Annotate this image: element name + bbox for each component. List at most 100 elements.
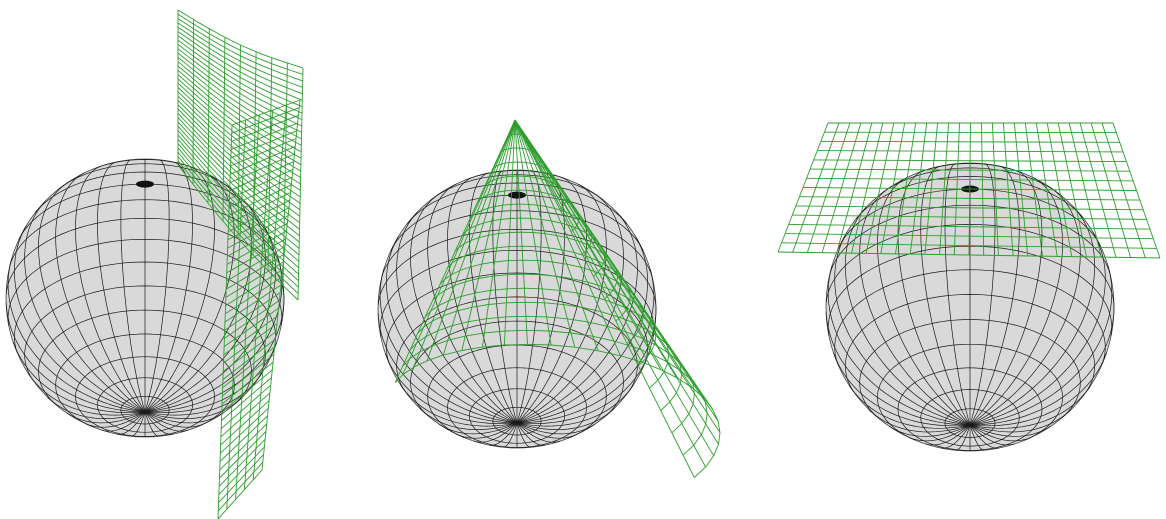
plane-grid-column — [981, 122, 985, 256]
plane-grid-column — [939, 122, 950, 255]
cylinder-grid-column — [267, 57, 273, 271]
globe-meridian-line — [969, 385, 1091, 429]
globe-meridian-line — [849, 385, 971, 429]
globe-meridian-line — [117, 411, 146, 435]
globe-meridian-line — [473, 422, 518, 443]
globe-meridian-line — [144, 161, 193, 413]
plane-grid-column — [1090, 122, 1132, 258]
cylinder-grid-row — [223, 330, 277, 372]
panel-conic-projection — [377, 119, 721, 478]
globe-meridian-line — [427, 183, 518, 424]
cylinder-grid-column — [207, 28, 210, 204]
globe-meridian-line — [859, 189, 971, 426]
cylinder-grid-row — [229, 153, 295, 183]
plane-grid-column — [806, 122, 851, 253]
cone-ring-line — [507, 133, 529, 143]
cone-ring-line — [492, 161, 554, 188]
cylinder-grid-row — [230, 145, 296, 175]
globe-meridian-line — [516, 195, 624, 424]
globe-meridian-line — [516, 407, 615, 430]
globe-sphere — [377, 169, 657, 449]
cylinder-grid-column — [243, 109, 274, 490]
cylinder-grid-row — [231, 107, 300, 134]
globe-meridian-line — [144, 373, 262, 416]
globe-meridian-line — [969, 409, 1072, 433]
plane-grid-column — [953, 122, 960, 255]
globe-meridian-line — [941, 424, 971, 449]
globe-meridian-line — [144, 166, 215, 413]
plane-grid-column — [1112, 122, 1161, 259]
globe-meridian-line — [492, 170, 518, 423]
plane-grid-column — [792, 122, 840, 253]
plane-grid-column — [836, 122, 873, 254]
globe-meridian-line — [969, 352, 1107, 427]
cylinder-grid-row — [217, 461, 264, 512]
plane-grid-column — [1057, 122, 1087, 257]
globe-meridian-line — [516, 268, 655, 424]
plane-grid-column — [1046, 122, 1073, 257]
globe-meridian-line — [396, 212, 518, 424]
cylinder-grid-row — [230, 138, 297, 167]
cylinder-grid-row — [229, 161, 294, 192]
cylinder-grid-row — [225, 276, 283, 315]
cylinder-grid-row — [224, 300, 280, 339]
globe-meridian-line — [75, 166, 146, 413]
globe-meridian-line — [516, 183, 607, 424]
globe-meridian-line — [131, 411, 146, 437]
cylinder-grid-column — [235, 114, 260, 500]
globe-meridian-line — [458, 422, 518, 439]
globe-meridian-line — [5, 302, 146, 413]
plane-grid-column — [1101, 122, 1146, 258]
globe-parallel-line — [825, 224, 1115, 308]
cylinder-grid-row — [221, 369, 273, 413]
globe-meridian-line — [516, 353, 650, 425]
cylinder-grid-column — [282, 62, 288, 286]
globe-meridian-line — [86, 411, 146, 428]
globe-meridian-line — [969, 424, 1015, 446]
cylinder-grid-column — [192, 19, 195, 185]
cone-ring-line — [439, 259, 644, 344]
cone-ring-line — [409, 315, 695, 434]
globe-meridian-line — [834, 231, 971, 426]
globe-meridian-line — [969, 424, 999, 449]
cylinder-grid-row — [221, 377, 272, 421]
cylinder-grid-row — [225, 261, 284, 298]
plane-grid-column — [865, 122, 895, 254]
globe-meridian-line — [469, 172, 518, 424]
globe-meridian-line — [503, 422, 518, 448]
globe-meridian-line — [516, 177, 587, 424]
globe-meridian-line — [12, 342, 146, 414]
plane-grid-column — [1035, 122, 1058, 257]
globe-meridian-line — [969, 165, 1020, 426]
plane-projection-surface — [777, 122, 1161, 259]
cylinder-grid-row — [231, 114, 299, 142]
plane-grid-column — [968, 122, 971, 256]
cylinder-grid-row — [220, 384, 271, 430]
cylinder-grid-row — [228, 176, 293, 208]
cylinder-grid-row — [220, 400, 270, 446]
cylinder-grid-row — [226, 230, 287, 265]
globe-meridian-line — [144, 411, 173, 435]
globe-meridian-line — [833, 352, 971, 427]
cone-projection-surface — [394, 119, 721, 478]
globe-meridian-line — [66, 411, 146, 424]
globe-meridian-line — [144, 184, 252, 413]
globe-meridian-line — [28, 373, 146, 416]
globe-meridian-line — [410, 195, 518, 424]
panel-cylindrical-projection — [5, 9, 304, 519]
plane-grid-column — [1002, 122, 1014, 256]
cylinder-grid-row — [218, 454, 264, 503]
globe-meridian-line — [969, 424, 984, 451]
globe-meridian-line — [489, 422, 518, 446]
cylinder-grid-row — [219, 415, 268, 462]
globe-meridian-line — [516, 384, 634, 427]
cylinder-grid-row — [219, 431, 267, 479]
cone-ring-line — [417, 301, 683, 411]
globe-meridian-line — [969, 177, 1063, 426]
cone-ring-line — [499, 147, 542, 166]
globe-meridian-line — [516, 236, 648, 424]
cylinder-grid-row — [218, 446, 265, 495]
globe-meridian-line — [920, 165, 971, 426]
plane-grid-column — [777, 122, 829, 253]
globe-meridian-line — [419, 407, 518, 430]
